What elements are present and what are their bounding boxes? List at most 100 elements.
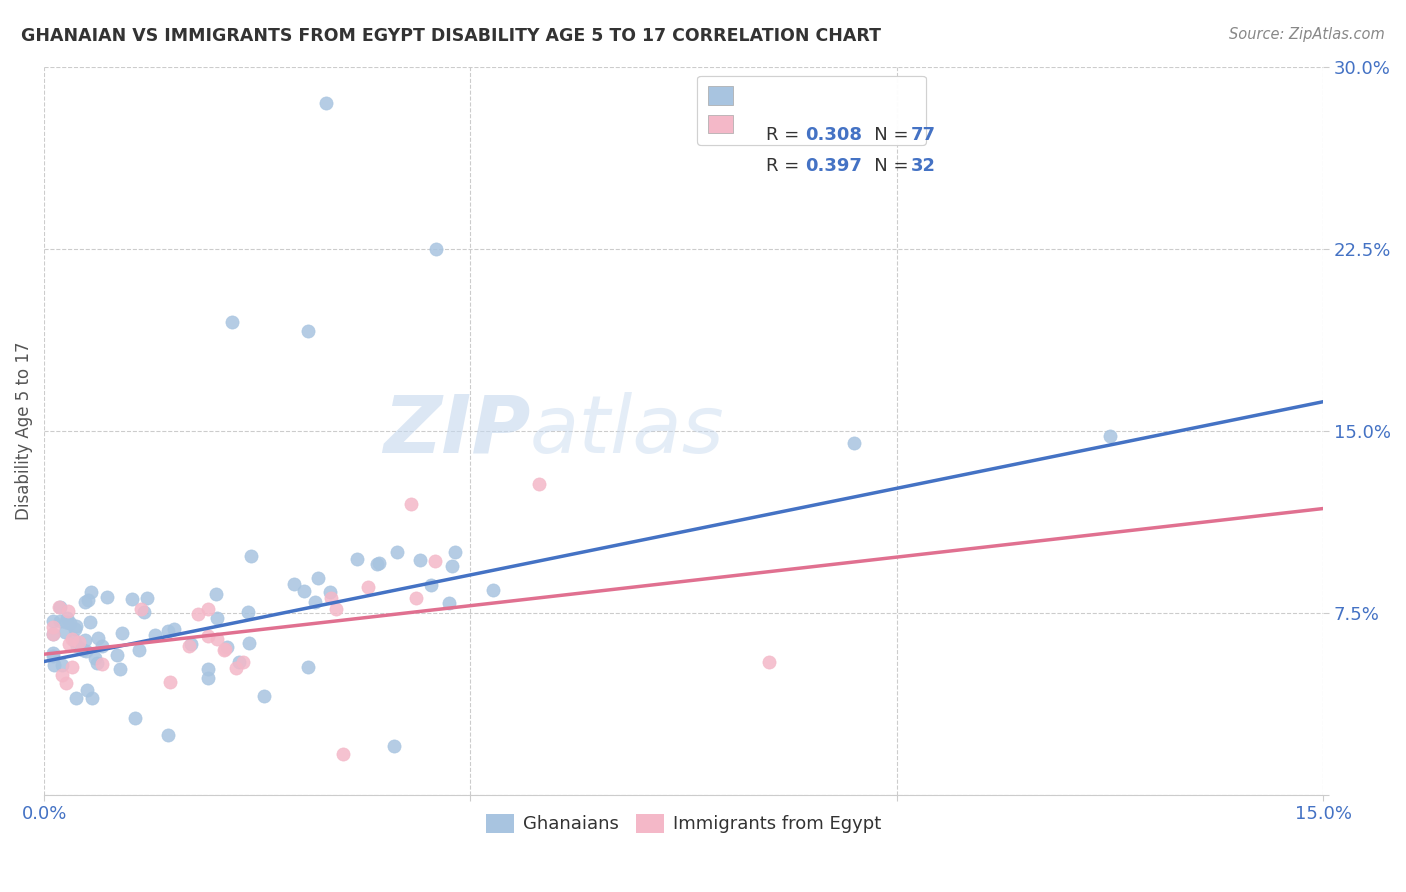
Point [297, 324, 319, 338]
Point [232, 655, 254, 669]
Point [307, 571, 329, 585]
Text: atlas: atlas [530, 392, 725, 470]
Point [346, 551, 368, 566]
Point [228, 655, 250, 669]
Point [156, 728, 179, 742]
Point [252, 690, 274, 704]
Point [215, 640, 238, 654]
Point [48, 600, 70, 615]
Point [49, 600, 72, 615]
Text: 0.308: 0.308 [804, 127, 862, 145]
Point [42, 658, 65, 673]
Point [1098, 428, 1121, 442]
Point [221, 314, 243, 328]
Point [96, 590, 118, 604]
Point [124, 711, 146, 725]
Text: 0.397: 0.397 [804, 157, 862, 175]
Point [319, 585, 342, 599]
Point [75, 632, 97, 647]
Text: 77: 77 [910, 127, 935, 145]
Point [197, 662, 219, 676]
Point [382, 739, 405, 754]
Point [83, 651, 105, 665]
Point [425, 242, 447, 256]
Point [399, 497, 422, 511]
Point [41, 614, 63, 628]
Point [56, 610, 79, 624]
Point [42, 627, 65, 641]
Legend: R = 0.308   N = 77, R = 0.397   N = 32: R = 0.308 N = 77, R = 0.397 N = 32 [697, 76, 925, 145]
Text: N =: N = [856, 157, 914, 175]
Point [527, 477, 550, 491]
Point [80, 690, 103, 705]
Point [87, 632, 110, 646]
Text: R =: R = [765, 157, 804, 175]
Point [197, 629, 219, 643]
Point [65, 690, 87, 705]
Point [79, 615, 101, 629]
Point [177, 639, 200, 653]
Point [197, 602, 219, 616]
Point [283, 576, 305, 591]
Point [72, 642, 94, 657]
Point [59, 615, 82, 630]
Point [75, 643, 97, 657]
Point [60, 632, 83, 647]
Point [48, 614, 70, 628]
Point [238, 636, 260, 650]
Point [51, 668, 73, 682]
Point [80, 585, 103, 599]
Point [423, 554, 446, 568]
Point [368, 557, 391, 571]
Point [405, 591, 427, 605]
Point [41, 620, 63, 634]
Point [60, 660, 83, 674]
Point [132, 605, 155, 619]
Point [304, 595, 326, 609]
Point [58, 637, 80, 651]
Point [482, 582, 505, 597]
Point [55, 615, 77, 629]
Point [319, 591, 342, 606]
Point [385, 545, 408, 559]
Point [76, 682, 98, 697]
Point [441, 558, 464, 573]
Point [41, 646, 63, 660]
Point [205, 611, 228, 625]
Point [62, 633, 84, 648]
Y-axis label: Disability Age 5 to 17: Disability Age 5 to 17 [15, 342, 32, 520]
Point [159, 674, 181, 689]
Point [129, 602, 152, 616]
Point [325, 602, 347, 616]
Point [128, 642, 150, 657]
Point [121, 592, 143, 607]
Point [91, 640, 114, 654]
Point [108, 662, 131, 676]
Point [105, 648, 128, 662]
Point [41, 627, 63, 641]
Text: Source: ZipAtlas.com: Source: ZipAtlas.com [1229, 27, 1385, 42]
Point [420, 578, 443, 592]
Text: ZIP: ZIP [382, 392, 530, 470]
Point [75, 595, 97, 609]
Point [204, 587, 226, 601]
Point [136, 591, 159, 606]
Point [294, 583, 316, 598]
Point [91, 657, 114, 671]
Point [214, 642, 236, 657]
Point [205, 632, 228, 646]
Point [111, 626, 134, 640]
Point [180, 637, 202, 651]
Point [239, 549, 262, 563]
Point [214, 643, 236, 657]
Point [55, 625, 77, 640]
Point [332, 747, 354, 761]
Point [197, 671, 219, 685]
Point [143, 628, 166, 642]
Point [63, 622, 86, 636]
Point [187, 607, 209, 621]
Point [65, 619, 87, 633]
Text: N =: N = [856, 127, 914, 145]
Point [357, 581, 380, 595]
Text: 32: 32 [910, 157, 935, 175]
